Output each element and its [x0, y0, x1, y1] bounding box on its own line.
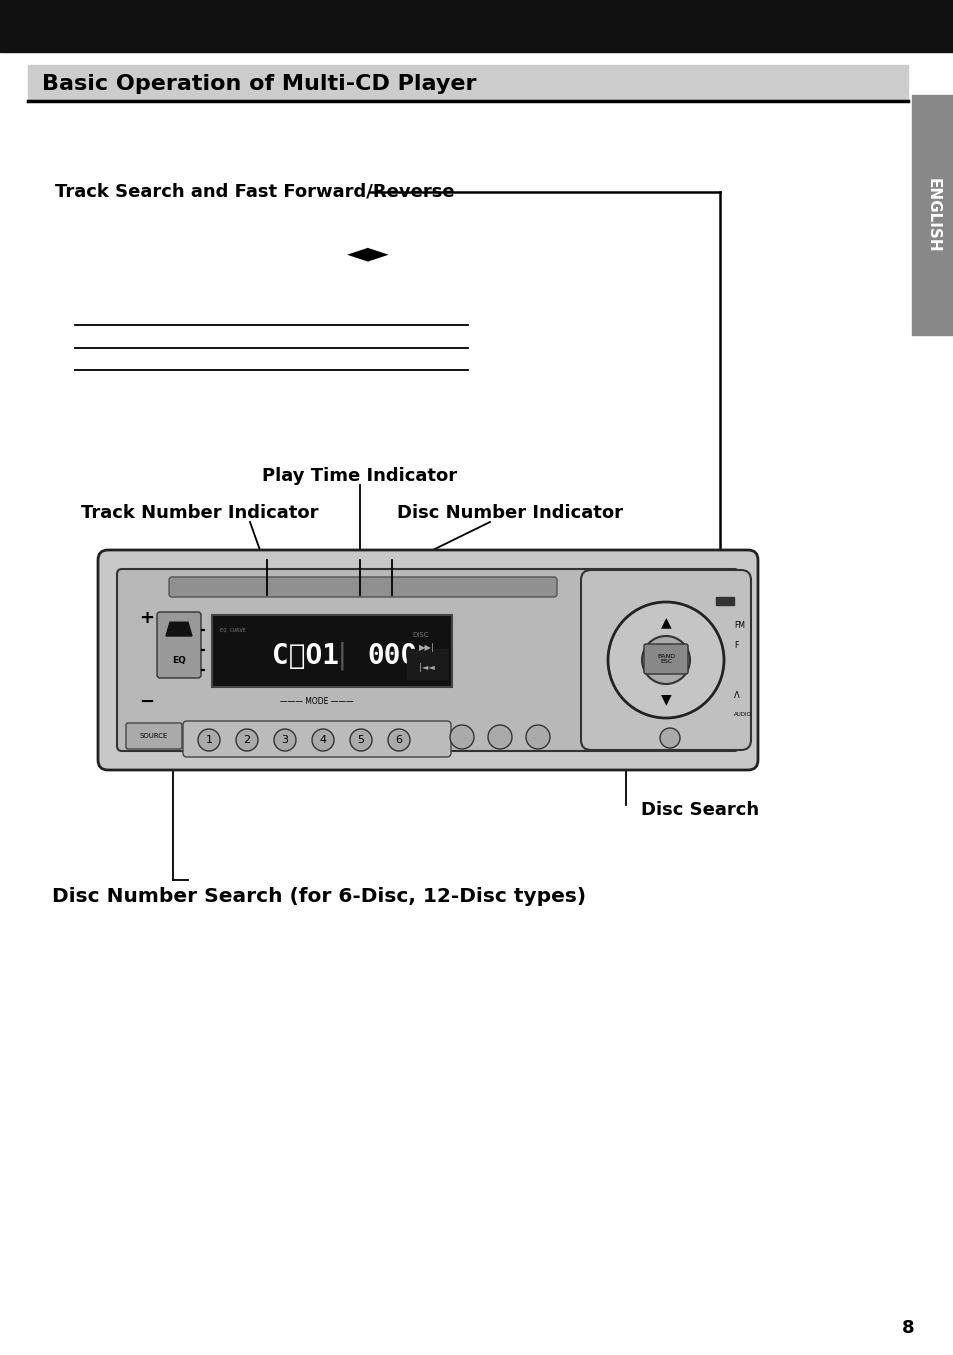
Text: 8: 8 — [901, 1318, 913, 1337]
Text: FM: FM — [733, 621, 744, 630]
Text: 2: 2 — [243, 734, 251, 745]
FancyBboxPatch shape — [580, 570, 750, 751]
Text: |◄◄: |◄◄ — [418, 663, 435, 672]
Text: CיO1: CיO1 — [272, 642, 338, 669]
Circle shape — [388, 729, 410, 751]
Bar — [212, 615, 452, 687]
Text: ▶▶|: ▶▶| — [418, 642, 435, 652]
Text: 5: 5 — [357, 734, 364, 745]
Text: 000: 000 — [367, 642, 416, 669]
FancyBboxPatch shape — [183, 721, 451, 757]
Text: Disc Number Indicator: Disc Number Indicator — [396, 504, 622, 522]
Bar — [911, 95, 953, 335]
Circle shape — [450, 725, 474, 749]
Text: F: F — [733, 641, 738, 649]
Text: AUDIO: AUDIO — [733, 713, 751, 718]
Bar — [28, 65, 907, 102]
Circle shape — [641, 635, 689, 684]
Bar — [0, 0, 953, 51]
Text: 6: 6 — [395, 734, 402, 745]
Text: Λ: Λ — [733, 691, 739, 699]
Text: DISC: DISC — [412, 631, 428, 638]
Text: 1: 1 — [205, 734, 213, 745]
Text: Disc Search: Disc Search — [640, 801, 759, 818]
Text: Play Time Indicator: Play Time Indicator — [262, 467, 457, 485]
Circle shape — [659, 728, 679, 748]
Text: EQ: EQ — [172, 656, 186, 664]
Circle shape — [350, 729, 372, 751]
Text: 4: 4 — [319, 734, 326, 745]
Bar — [716, 598, 733, 604]
Text: ——— MODE ———: ——— MODE ——— — [280, 696, 354, 706]
Text: Basic Operation of Multi-CD Player: Basic Operation of Multi-CD Player — [42, 75, 476, 93]
Circle shape — [274, 729, 295, 751]
Text: ENGLISH: ENGLISH — [924, 178, 940, 252]
Text: +: + — [139, 608, 154, 627]
Text: Disc Number Search (for 6-Disc, 12-Disc types): Disc Number Search (for 6-Disc, 12-Disc … — [52, 886, 585, 905]
Circle shape — [607, 602, 723, 718]
FancyBboxPatch shape — [117, 569, 739, 751]
Text: Track Number Indicator: Track Number Indicator — [81, 504, 318, 522]
Text: EQ CURVE: EQ CURVE — [220, 627, 246, 633]
Text: Track Search and Fast Forward/Reverse: Track Search and Fast Forward/Reverse — [55, 183, 455, 201]
Circle shape — [235, 729, 257, 751]
FancyBboxPatch shape — [643, 644, 687, 673]
Circle shape — [488, 725, 512, 749]
Circle shape — [312, 729, 334, 751]
Text: ◄►: ◄► — [346, 238, 389, 267]
Text: ▼: ▼ — [660, 692, 671, 706]
Bar — [407, 649, 447, 679]
Text: −: − — [139, 692, 154, 711]
Polygon shape — [166, 622, 192, 635]
Text: BAND
ESC: BAND ESC — [657, 653, 675, 664]
Text: ▲: ▲ — [660, 615, 671, 629]
FancyBboxPatch shape — [169, 577, 557, 598]
Circle shape — [198, 729, 220, 751]
Circle shape — [525, 725, 550, 749]
Text: |: | — [334, 642, 350, 671]
FancyBboxPatch shape — [157, 612, 201, 678]
FancyBboxPatch shape — [98, 550, 758, 770]
FancyBboxPatch shape — [126, 724, 182, 749]
Text: 3: 3 — [281, 734, 288, 745]
Text: SOURCE: SOURCE — [140, 733, 168, 738]
